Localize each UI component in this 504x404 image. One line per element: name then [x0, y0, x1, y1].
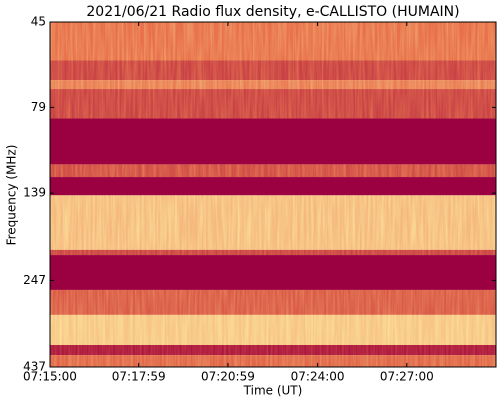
- band-texture: [50, 80, 496, 90]
- band-texture: [50, 89, 496, 119]
- band: [50, 177, 496, 196]
- band-texture: [50, 22, 496, 61]
- band-texture: [50, 289, 496, 315]
- y-tick-label: 45: [31, 15, 46, 29]
- y-tick-label: 247: [23, 273, 46, 287]
- plot-area: [50, 22, 496, 367]
- band-texture: [50, 344, 496, 356]
- x-tick-label: 07:27:00: [380, 370, 434, 384]
- x-tick-label: 07:24:00: [291, 370, 345, 384]
- y-tick-label: 437: [23, 360, 46, 374]
- x-axis-label: Time (UT): [243, 384, 303, 398]
- band-texture: [50, 164, 496, 178]
- band-texture: [50, 355, 496, 367]
- plot-frame: [49, 21, 497, 368]
- y-tick-label: 79: [31, 100, 46, 114]
- y-tick-label: 139: [23, 186, 46, 200]
- chart-title: 2021/06/21 Radio flux density, e-CALLIST…: [86, 4, 459, 20]
- band: [50, 255, 496, 290]
- band: [50, 118, 496, 165]
- band-texture: [50, 60, 496, 81]
- band-texture: [50, 249, 496, 256]
- band-texture: [50, 195, 496, 250]
- band-texture: [50, 314, 496, 345]
- x-tick-label: 07:20:59: [201, 370, 255, 384]
- y-axis-label: Frequency (MHz): [5, 145, 19, 246]
- x-tick-label: 07:15:00: [23, 370, 77, 384]
- x-tick-label: 07:17:59: [112, 370, 166, 384]
